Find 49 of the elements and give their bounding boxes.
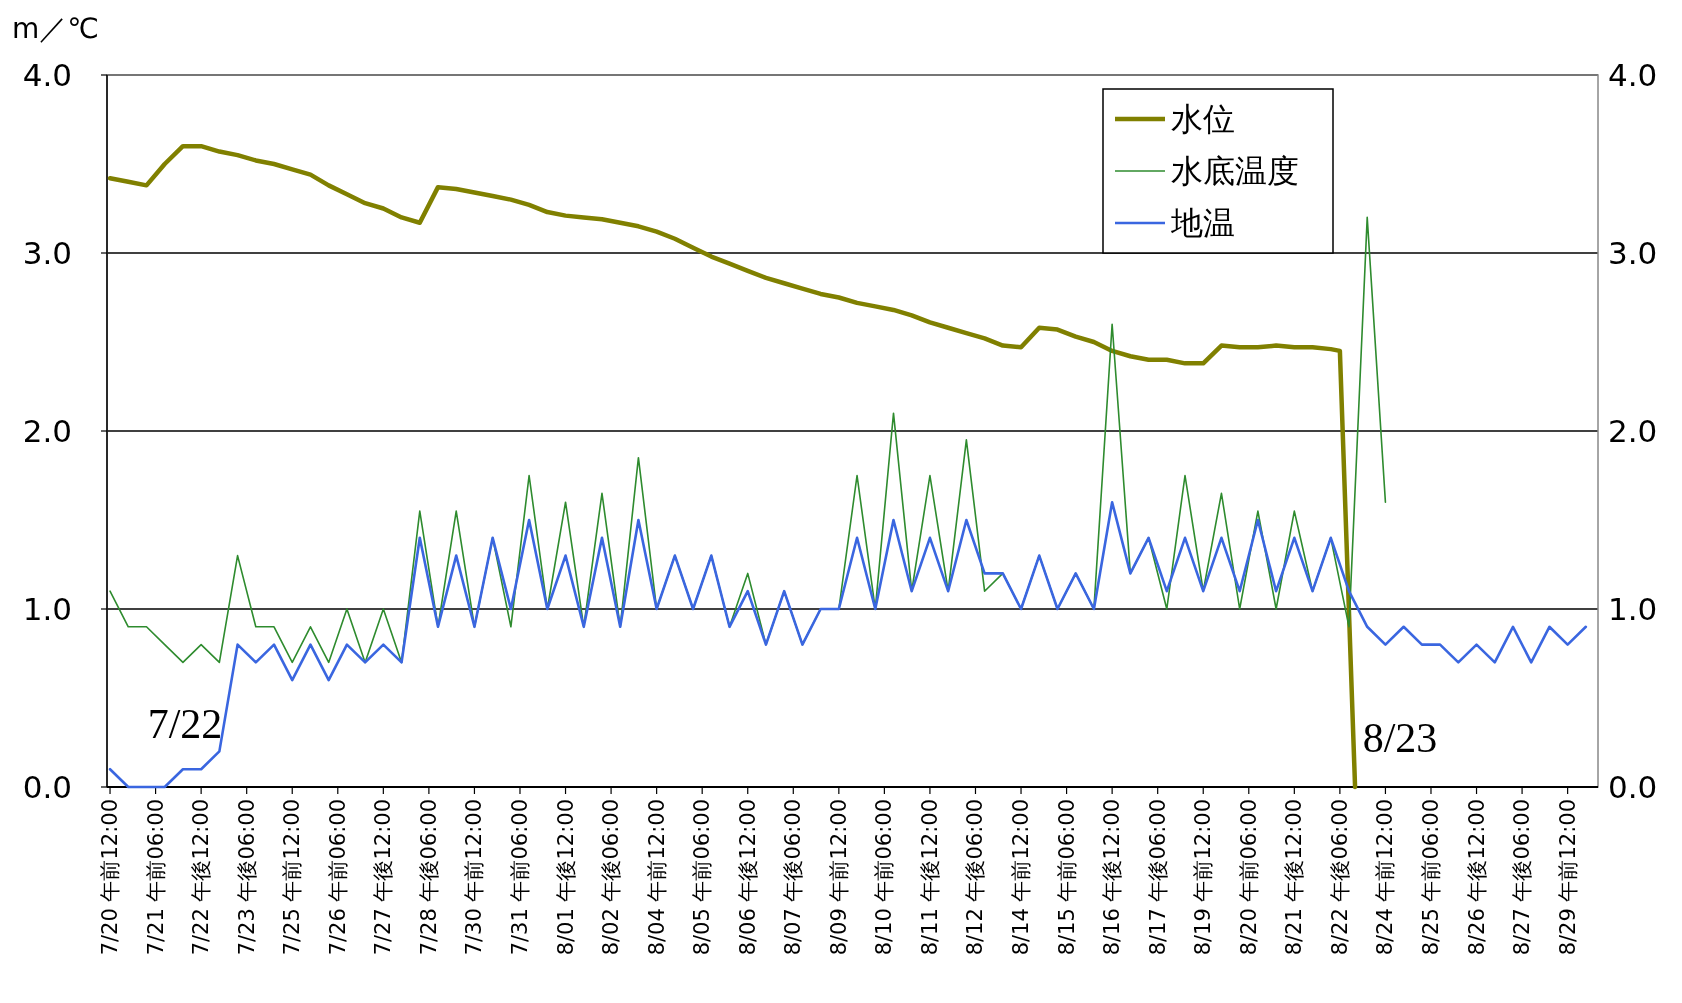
x-tick-label: 8/25 午前06:00 xyxy=(1418,799,1443,956)
x-tick-label: 7/30 午前12:00 xyxy=(462,799,487,956)
x-tick-label: 8/01 午後12:00 xyxy=(553,799,578,956)
x-tick-label: 8/15 午前06:00 xyxy=(1054,799,1079,956)
y-tick-label: 4.0 xyxy=(22,57,72,93)
y2-tick-label: 3.0 xyxy=(1608,235,1658,271)
x-tick-label: 7/26 午前06:00 xyxy=(325,799,350,956)
y-axis-title: m／℃ xyxy=(12,12,99,45)
x-tick-label: 8/07 午後06:00 xyxy=(781,799,806,956)
x-tick-label: 8/04 午前12:00 xyxy=(644,799,669,956)
y-tick-label: 1.0 xyxy=(22,591,72,627)
x-tick-label: 7/22 午後12:00 xyxy=(189,799,214,956)
legend-label: 水位 xyxy=(1171,100,1235,138)
y-tick-label: 0.0 xyxy=(22,769,72,805)
x-tick-label: 8/12 午後06:00 xyxy=(963,799,988,956)
x-tick-label: 8/05 午前06:00 xyxy=(690,799,715,956)
x-tick-label: 8/20 午前06:00 xyxy=(1236,799,1261,956)
x-tick-label: 8/11 午後12:00 xyxy=(917,799,942,956)
x-tick-label: 8/06 午後12:00 xyxy=(735,799,760,956)
y2-tick-label: 2.0 xyxy=(1608,413,1658,449)
x-tick-label: 8/22 午後06:00 xyxy=(1327,799,1352,956)
x-tick-label: 8/14 午前12:00 xyxy=(1009,799,1034,956)
annotation: 8/23 xyxy=(1362,715,1438,761)
x-tick-label: 7/23 午後06:00 xyxy=(234,799,259,956)
legend-label: 地温 xyxy=(1170,204,1235,242)
x-tick-label: 7/31 午前06:00 xyxy=(507,799,532,956)
y2-tick-label: 4.0 xyxy=(1608,57,1658,93)
x-tick-label: 7/20 午前12:00 xyxy=(98,799,123,956)
x-tick-label: 7/25 午前12:00 xyxy=(280,799,305,956)
y-tick-label: 3.0 xyxy=(22,235,72,271)
legend-label: 水底温度 xyxy=(1171,152,1299,190)
x-tick-label: 7/21 午前06:00 xyxy=(143,799,168,956)
x-tick-label: 8/09 午前12:00 xyxy=(826,799,851,956)
x-tick-label: 8/02 午後06:00 xyxy=(599,799,624,956)
y-tick-label: 2.0 xyxy=(22,413,72,449)
x-tick-label: 8/19 午前12:00 xyxy=(1191,799,1216,956)
x-tick-label: 7/28 午後06:00 xyxy=(416,799,441,956)
y2-tick-label: 0.0 xyxy=(1608,769,1658,805)
x-tick-label: 8/26 午後12:00 xyxy=(1464,799,1489,956)
x-tick-label: 8/17 午後06:00 xyxy=(1145,799,1170,956)
x-tick-label: 8/29 午前12:00 xyxy=(1555,799,1580,956)
x-tick-label: 8/21 午後12:00 xyxy=(1282,799,1307,956)
x-tick-label: 7/27 午後12:00 xyxy=(371,799,396,956)
x-tick-label: 8/10 午前06:00 xyxy=(872,799,897,956)
y2-tick-label: 1.0 xyxy=(1608,591,1658,627)
x-tick-label: 8/16 午後12:00 xyxy=(1100,799,1125,956)
x-tick-label: 8/27 午後06:00 xyxy=(1510,799,1535,956)
x-tick-label: 8/24 午前12:00 xyxy=(1373,799,1398,956)
annotation: 7/22 xyxy=(147,701,223,747)
